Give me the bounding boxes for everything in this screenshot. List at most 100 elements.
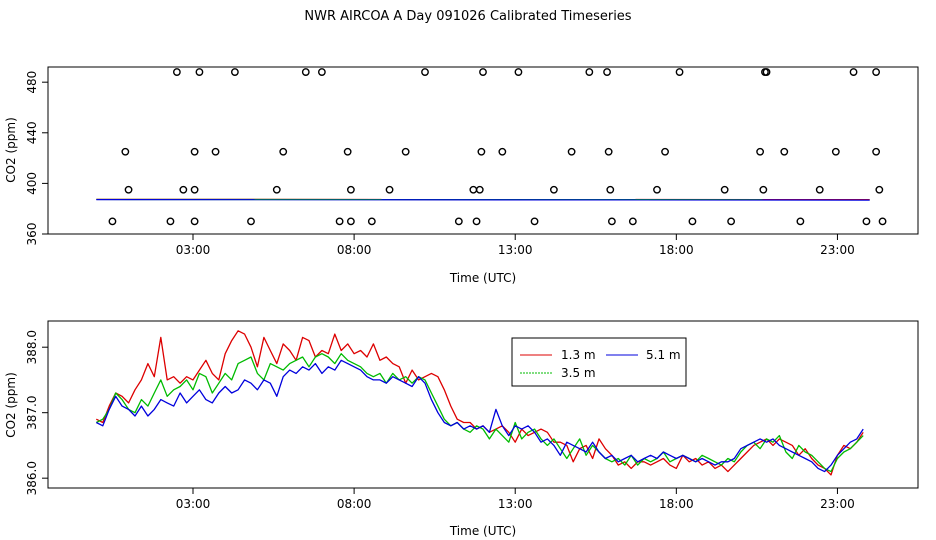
bottom-plot-frame <box>47 320 919 489</box>
calibration-point <box>780 147 789 156</box>
top-x-tick-label: 23:00 <box>820 243 855 257</box>
calibration-point <box>454 217 463 226</box>
calibration-point <box>477 147 486 156</box>
calibration-point <box>727 217 736 226</box>
calibration-point <box>603 68 611 76</box>
calibration-point <box>514 68 523 76</box>
calibration-point <box>585 68 594 76</box>
calibration-point <box>498 147 507 156</box>
page-title: NWR AIRCOA A Day 091026 Calibrated Times… <box>304 9 632 24</box>
calibration-point <box>385 185 394 194</box>
calibration-point <box>190 217 199 226</box>
calibration-point <box>343 147 352 156</box>
calibration-point <box>628 217 637 226</box>
top-x-tick-label: 18:00 <box>659 243 694 257</box>
calibration-point <box>190 185 199 194</box>
calibration-point <box>401 147 410 156</box>
calibration-point <box>479 68 487 76</box>
calibration-point <box>195 68 204 76</box>
bottom-x-tick-label: 13:00 <box>498 497 533 511</box>
legend: 1.3 m 3.5 m 5.1 m <box>511 337 687 387</box>
bottom-y-axis-title: CO2 (ppm) <box>4 372 18 438</box>
top-series-line-51m <box>96 198 870 201</box>
calibration-point <box>872 68 881 76</box>
calibration-point <box>875 185 884 194</box>
calibration-point <box>862 217 871 226</box>
top-x-tick-label: 13:00 <box>498 243 533 257</box>
legend-label-5-1m: 5.1 m <box>646 348 681 362</box>
calibration-point <box>606 185 615 194</box>
bottom-series-lines <box>96 330 864 476</box>
calibration-point <box>211 147 220 156</box>
top-y-tick-label: 440 <box>25 121 39 144</box>
top-x-axis-title: Time (UTC) <box>449 271 516 285</box>
top-plot-frame <box>47 66 919 235</box>
bottom-y-tick-label: 387.0 <box>25 396 39 430</box>
top-x-tick-label: 08:00 <box>337 243 372 257</box>
calibration-point <box>272 185 281 194</box>
top-series-lines <box>96 198 870 201</box>
calibration-point <box>549 185 558 194</box>
calibration-point <box>831 147 840 156</box>
calibration-point <box>878 217 887 226</box>
calibration-point <box>279 147 288 156</box>
top-x-axis: 03:00 08:00 13:00 18:00 23:00 <box>176 234 855 257</box>
calibration-point <box>796 217 805 226</box>
legend-label-1-3m: 1.3 m <box>561 348 596 362</box>
calibration-point <box>230 68 239 76</box>
calibration-point <box>472 217 481 226</box>
calibration-point <box>604 147 613 156</box>
calibration-point <box>421 68 429 76</box>
legend-label-3-5m: 3.5 m <box>561 366 596 380</box>
bottom-y-axis: 386.0 387.0 388.0 <box>25 330 48 495</box>
bottom-x-tick-label: 23:00 <box>820 497 855 511</box>
calibration-point <box>247 217 255 226</box>
top-y-axis: 360 400 440 480 <box>25 71 48 246</box>
calibration-point <box>469 185 478 194</box>
calibration-point <box>166 217 175 226</box>
top-calibration-points <box>108 68 887 226</box>
calibration-point <box>815 185 824 194</box>
top-y-tick-label: 360 <box>25 223 39 246</box>
calibration-point <box>849 68 858 76</box>
calibration-point <box>301 68 310 76</box>
calibration-point <box>346 185 355 194</box>
calibration-point <box>661 147 669 156</box>
calibration-point <box>607 217 616 226</box>
top-y-axis-title: CO2 (ppm) <box>4 117 18 183</box>
calibration-point <box>653 185 661 194</box>
calibration-point <box>872 147 881 156</box>
calibration-point <box>317 68 326 76</box>
calibration-point <box>756 147 765 156</box>
calibration-point <box>762 68 771 76</box>
bottom-y-tick-label: 386.0 <box>25 461 39 495</box>
calibration-point <box>720 185 729 194</box>
bottom-x-tick-label: 03:00 <box>176 497 211 511</box>
calibration-point <box>567 147 576 156</box>
bottom-panel: 03:00 08:00 13:00 18:00 23:00 386.0 387.0 388.… <box>4 320 919 538</box>
calibration-point <box>346 217 355 226</box>
calibration-point <box>121 147 130 156</box>
top-x-tick-label: 03:00 <box>176 243 211 257</box>
calibration-point <box>688 217 697 226</box>
bottom-y-tick-label: 388.0 <box>25 330 39 364</box>
bottom-x-tick-label: 08:00 <box>337 497 372 511</box>
calibration-point <box>179 185 188 194</box>
calibration-point <box>190 147 199 156</box>
calibration-point <box>108 217 117 226</box>
calibration-point <box>335 217 344 226</box>
top-panel: 03:00 08:00 13:00 18:00 23:00 360 400 440 480 T… <box>4 66 919 285</box>
top-y-tick-label: 400 <box>25 172 39 195</box>
calibration-point <box>530 217 539 226</box>
bottom-series-line-51m <box>96 359 864 473</box>
calibration-point <box>124 185 133 194</box>
calibration-point <box>475 185 484 194</box>
bottom-x-axis-title: Time (UTC) <box>449 524 516 538</box>
calibration-point <box>367 217 376 226</box>
bottom-x-tick-label: 18:00 <box>659 497 694 511</box>
legend-box <box>511 337 687 387</box>
bottom-x-axis: 03:00 08:00 13:00 18:00 23:00 <box>176 488 855 511</box>
calibration-point <box>675 68 684 76</box>
calibration-point <box>172 68 181 76</box>
